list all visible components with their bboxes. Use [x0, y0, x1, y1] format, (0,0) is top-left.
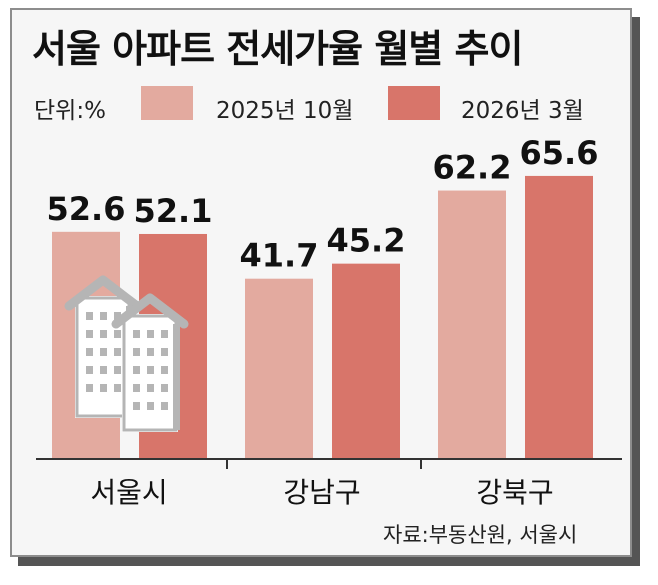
category-label-1: 강남구 — [283, 476, 360, 509]
legend-swatch-2025-10 — [141, 86, 193, 120]
legend-label-2025-10: 2025년 10월 — [216, 98, 354, 124]
apartment-building-icon — [64, 275, 189, 432]
category-label-0: 서울시 — [90, 476, 167, 509]
value-label-0-0: 52.6 — [47, 190, 126, 228]
category-label-2: 강북구 — [476, 476, 553, 509]
bar-1-1 — [332, 263, 400, 458]
source-note: 자료:부동산원, 서울시 — [383, 523, 578, 547]
legend-swatch-2026-03 — [388, 86, 440, 120]
bar-2-1 — [525, 175, 593, 459]
legend-label-2026-03: 2026년 3월 — [461, 98, 584, 124]
bar-1-0 — [245, 278, 313, 458]
value-label-2-1: 65.6 — [520, 134, 599, 172]
chart-title: 서울 아파트 전세가율 월별 추이 — [32, 27, 523, 71]
value-label-0-1: 52.1 — [134, 192, 213, 230]
value-label-1-0: 41.7 — [240, 237, 319, 275]
bar-2-0 — [438, 190, 506, 459]
unit-label: 단위:% — [34, 98, 106, 124]
value-label-1-1: 45.2 — [327, 222, 406, 260]
value-label-2-0: 62.2 — [433, 149, 512, 187]
